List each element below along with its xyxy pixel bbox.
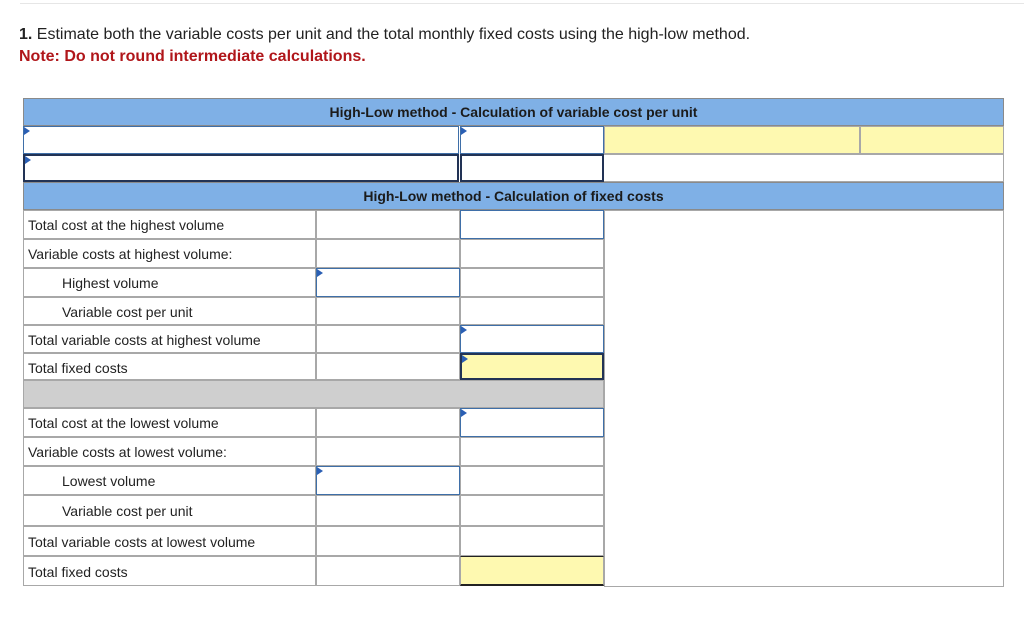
high-variable-costs-label: Variable costs at highest volume: [23,239,316,268]
high-vc-per-unit-right [460,297,604,325]
low-total-cost-mid [316,408,460,437]
input-marker-icon [317,467,323,475]
high-variable-costs-mid [316,239,460,268]
variable-row-2-value-input[interactable] [460,154,604,182]
instructions: 1. Estimate both the variable costs per … [19,24,750,68]
high-vc-per-unit-mid [316,297,460,325]
input-marker-icon [317,269,323,277]
high-total-variable-input[interactable] [460,325,604,353]
low-total-fixed-answer[interactable] [460,556,604,586]
low-total-fixed-mid [316,556,460,586]
section-separator [23,380,604,408]
fixed-cost-header: High-Low method - Calculation of fixed c… [23,182,1004,210]
question-text: 1. Estimate both the variable costs per … [19,26,751,43]
high-vc-per-unit-label: Variable cost per unit [23,297,316,325]
low-total-cost-label: Total cost at the lowest volume [23,408,316,437]
high-total-variable-mid [316,325,460,353]
input-marker-icon [461,127,467,135]
lowest-volume-right [460,466,604,495]
low-total-fixed-label: Total fixed costs [23,556,316,586]
high-total-cost-label: Total cost at the highest volume [23,210,316,239]
variable-cost-unit-cell[interactable] [860,126,1004,154]
question-number: 1. [19,26,33,43]
high-total-fixed-answer[interactable] [460,353,604,380]
highest-volume-label: Highest volume [23,268,316,297]
variable-cost-answer-cell[interactable] [604,126,860,154]
variable-row-1-value-input[interactable] [460,126,604,154]
low-total-variable-mid [316,526,460,556]
input-marker-icon [25,156,31,164]
high-low-worksheet: High-Low method - Calculation of variabl… [23,98,1004,587]
low-total-cost-input[interactable] [460,408,604,437]
high-total-fixed-label: Total fixed costs [23,353,316,380]
low-variable-costs-right [460,437,604,466]
rounding-note: Note: Do not round intermediate calculat… [19,48,366,65]
low-vc-per-unit-right [460,495,604,526]
input-marker-icon [461,326,467,334]
high-variable-costs-right [460,239,604,268]
low-vc-per-unit-mid [316,495,460,526]
lowest-volume-input[interactable] [316,466,460,495]
low-variable-costs-label: Variable costs at lowest volume: [23,437,316,466]
blank-area [604,210,1004,587]
variable-row-2-label-input[interactable] [23,154,459,182]
input-marker-icon [462,355,468,363]
low-vc-per-unit-label: Variable cost per unit [23,495,316,526]
high-total-fixed-mid [316,353,460,380]
input-marker-icon [24,127,30,135]
variable-cost-header: High-Low method - Calculation of variabl… [23,98,1004,126]
high-total-cost-input[interactable] [460,210,604,239]
highest-volume-input[interactable] [316,268,460,297]
high-total-cost-mid [316,210,460,239]
variable-row-1-label-input[interactable] [23,126,459,154]
lowest-volume-label: Lowest volume [23,466,316,495]
low-total-variable-cell[interactable] [460,526,604,556]
high-total-variable-label: Total variable costs at highest volume [23,325,316,353]
top-divider [20,3,1024,4]
low-total-variable-label: Total variable costs at lowest volume [23,526,316,556]
variable-row-2-blank [604,154,1004,182]
highest-volume-right [460,268,604,297]
low-variable-costs-mid [316,437,460,466]
input-marker-icon [461,409,467,417]
